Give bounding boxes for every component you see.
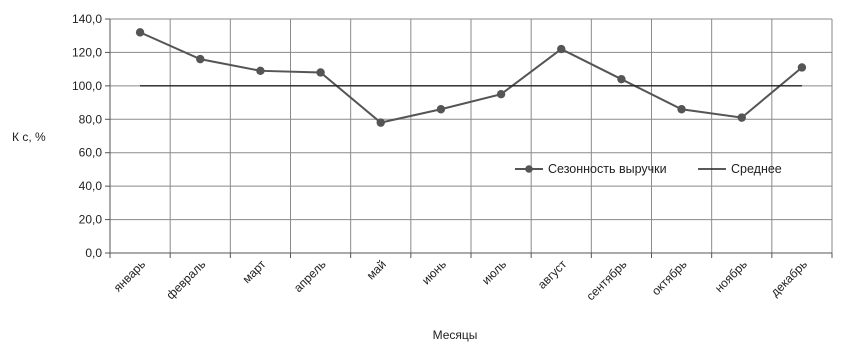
y-tick-label: 40,0 [79, 179, 103, 193]
y-tick-label: 20,0 [79, 213, 103, 227]
y-tick-labels: 0,0 20,0 40,0 60,0 80,0 100,0 120,0 140,0 [72, 12, 102, 260]
x-tick-label: март [240, 257, 269, 286]
y-tick-label: 0,0 [85, 246, 102, 260]
x-tick-label: август [535, 257, 570, 292]
data-point [256, 66, 265, 76]
y-tick-label: 60,0 [79, 146, 103, 160]
axes [105, 18, 833, 258]
legend-label: Среднее [731, 162, 782, 176]
y-tick-label: 80,0 [79, 112, 103, 126]
x-axis-label: Месяцы [433, 328, 478, 342]
y-tick-label: 140,0 [72, 12, 102, 26]
x-tick-label: февраль [163, 257, 208, 302]
data-point [316, 68, 325, 77]
data-point [677, 105, 686, 114]
legend-marker [525, 165, 533, 173]
x-tick-label: сентябрь [584, 257, 630, 303]
x-tick-labels: январь февраль март апрель май июнь июль август… [111, 257, 810, 303]
data-point [436, 105, 446, 114]
y-axis-label: К с, % [12, 130, 46, 144]
x-tick-label: октябрь [649, 257, 690, 298]
legend-label: Сезонность выручки [548, 162, 667, 176]
legend: Сезонность выручки Среднее [515, 162, 782, 176]
data-point [376, 118, 385, 127]
data-point [557, 44, 566, 54]
y-tick-label: 120,0 [72, 45, 102, 59]
x-tick-label: ноябрь [712, 257, 750, 295]
data-point [797, 63, 807, 72]
data-point [196, 54, 205, 64]
x-tick-label: декабрь [768, 257, 810, 299]
x-tick-label: май [364, 257, 389, 282]
x-tick-label: апрель [291, 257, 329, 295]
data-point [135, 28, 145, 37]
series-lines [135, 28, 807, 127]
y-tick-label: 100,0 [72, 79, 102, 93]
data-point [617, 74, 626, 84]
x-tick-label: июль [479, 257, 509, 287]
x-tick-label: июнь [419, 257, 449, 287]
x-tick-label: январь [111, 257, 148, 294]
data-point [496, 90, 506, 99]
data-point [737, 113, 746, 122]
grid-lines [110, 18, 833, 253]
series-line [139, 31, 803, 124]
